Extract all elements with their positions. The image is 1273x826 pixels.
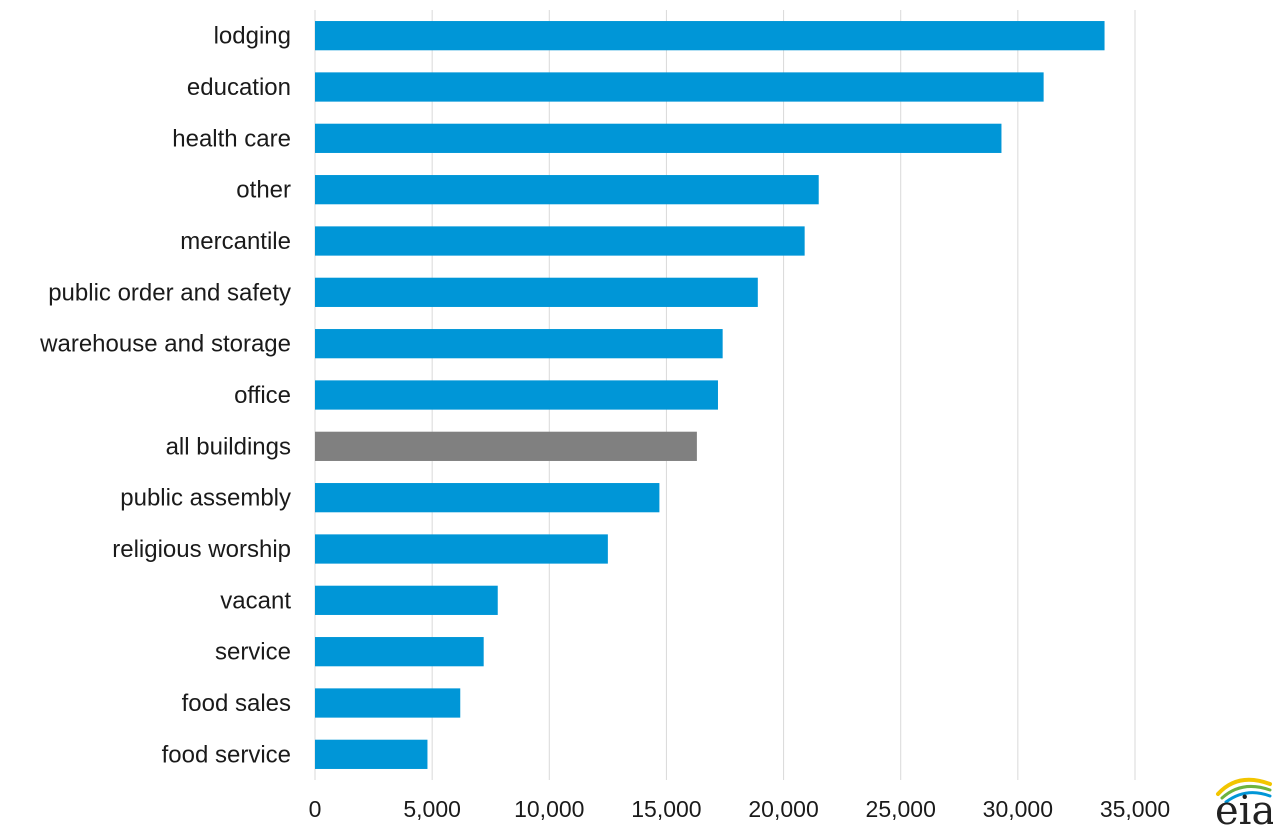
bar-mercantile [315, 226, 805, 256]
bar-service [315, 637, 484, 667]
category-label-public-order-and-safety: public order and safety [48, 279, 291, 306]
x-tick-label-5-000: 5,000 [403, 796, 461, 822]
x-tick-label-20-000: 20,000 [748, 796, 818, 822]
bar-office [315, 380, 718, 410]
bar-education [315, 72, 1044, 102]
category-label-mercantile: mercantile [180, 228, 291, 255]
eia-logo-swoosh-green [1220, 784, 1272, 800]
bar-other [315, 175, 819, 205]
eia-logo-text: eia [1215, 788, 1273, 826]
category-label-food-service: food service [162, 741, 291, 768]
category-label-office: office [234, 382, 291, 409]
category-label-food-sales: food sales [182, 690, 291, 717]
bar-health-care [315, 123, 1002, 153]
category-label-vacant: vacant [220, 587, 291, 614]
category-label-religious-worship: religious worship [112, 536, 291, 563]
bar-public-assembly [315, 483, 660, 513]
bar-all-buildings [315, 431, 697, 461]
bars [315, 21, 1105, 769]
bar-food-service [315, 739, 428, 769]
category-label-all-buildings: all buildings [166, 433, 291, 460]
x-axis-tick-labels: 0 5,000 10,000 15,000 20,000 25,000 30,000 35,0… [309, 796, 1171, 822]
eia-logo-swoosh-blue [1224, 791, 1272, 804]
category-label-education: education [187, 74, 291, 101]
category-label-service: service [215, 639, 291, 666]
bar-warehouse-and-storage [315, 329, 723, 359]
x-tick-label-10-000: 10,000 [514, 796, 584, 822]
x-tick-label-25-000: 25,000 [866, 796, 936, 822]
category-label-warehouse-and-storage: warehouse and storage [39, 331, 291, 358]
x-tick-label-15-000: 15,000 [631, 796, 701, 822]
bar-public-order-and-safety [315, 277, 758, 307]
bar-vacant [315, 585, 498, 615]
category-label-health-care: health care [172, 125, 291, 152]
x-tick-label-0: 0 [309, 796, 322, 822]
eia-logo-icon: eia [1215, 777, 1273, 826]
category-label-lodging: lodging [214, 23, 291, 50]
bar-food-sales [315, 688, 461, 718]
category-labels: lodging education health care other mercanti… [39, 23, 291, 769]
category-label-public-assembly: public assembly [120, 485, 291, 512]
x-tick-label-30-000: 30,000 [983, 796, 1053, 822]
eia-logo-swoosh-yellow [1216, 777, 1272, 796]
category-label-other: other [236, 177, 291, 204]
bar-religious-worship [315, 534, 608, 564]
bar-lodging [315, 21, 1105, 51]
x-tick-label-35-000: 35,000 [1100, 796, 1170, 822]
